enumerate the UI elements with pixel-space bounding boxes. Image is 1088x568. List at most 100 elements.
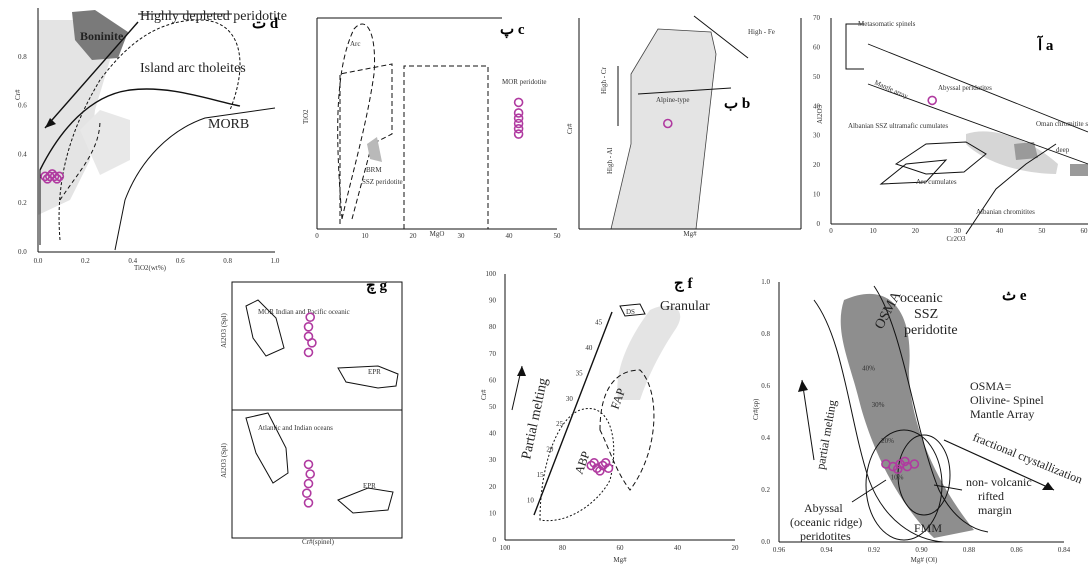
ssz-peridotite-outline [339, 63, 393, 224]
chart-e-xtick: 0.96 [773, 546, 786, 554]
annotation-albanian-chromitites: Albanian chromitites [976, 208, 1035, 216]
partial-melting-arrow-e [801, 379, 815, 461]
chart-d-point [42, 174, 53, 184]
chart-d-ylabel: Cr# [14, 89, 22, 100]
annotation-ssz: SSZ peridotite [362, 178, 403, 186]
chart-f-point [597, 460, 608, 471]
chart-c-xtick: 30 [458, 232, 466, 240]
chart-f-ytick: 20 [489, 483, 497, 491]
annotation-arc: Arc [350, 40, 361, 48]
chart-f-point [595, 466, 605, 476]
chart-a-xtick: 40 [996, 227, 1004, 235]
melting-trend [533, 311, 613, 516]
chart-e-melt-tick: 20% [881, 437, 894, 445]
chart-b-point [663, 118, 673, 129]
annotation-epr-lower: EPR [363, 482, 376, 490]
chart-d-ytick: 0.4 [18, 150, 27, 158]
annotation-island-arc: Island arc tholeites [140, 61, 246, 76]
annotation-osma-def: OSMA= [970, 379, 1012, 393]
mor-peridotite-outline [403, 65, 489, 229]
arc-field-outline [337, 23, 376, 220]
fractional-arrow [943, 439, 1055, 491]
chart-f-melt-tick: 45 [595, 319, 603, 327]
annotation-ssz: SSZ [914, 307, 938, 322]
panel-e: OSMA oceanic SSZ peridotite partial melt… [752, 278, 1085, 564]
chart-e-ytick: 0.6 [761, 382, 770, 390]
osma-outline-right [873, 285, 989, 533]
chart-g-lower-point [302, 488, 312, 498]
abyssal-ellipse [865, 429, 943, 541]
chart-d-xlabel: TiO2(wt%) [134, 264, 167, 272]
chart-d-ytick: 0.2 [18, 199, 27, 207]
chart-d-ytick: 0.8 [18, 53, 27, 61]
chart-g-upper-point [307, 338, 317, 348]
mantle-array-lower [867, 83, 1088, 165]
chart-f: Granular Partial melting FAP ABP DS 1015… [480, 270, 740, 564]
chart-b-ylabel: Cr# [566, 123, 574, 134]
annotation-high-fe: High - Fe [748, 28, 775, 36]
chart-d-ytick: 0.6 [18, 102, 27, 110]
annotation-ds: DS [626, 308, 635, 316]
chart-a-xtick: 60 [1081, 227, 1088, 235]
chart-e-xtick: 0.84 [1058, 546, 1071, 554]
boninite-field [72, 10, 128, 60]
annotation-oceanic: oceanic [900, 291, 943, 306]
chart-f-ytick: 90 [489, 297, 497, 305]
alpine-type-field [610, 28, 717, 230]
chart-g-lower-point [303, 459, 314, 470]
panel-d: Boninite Highly depleted peridotite Isla… [0, 0, 300, 272]
chart-b: High - Fe High - Cr Alpine-type High - A… [566, 15, 802, 238]
chart-f-xtick: 20 [732, 544, 740, 552]
chart-e-xtick: 0.90 [915, 546, 928, 554]
chart-f-melt-tick: 35 [576, 369, 584, 377]
annotation-high-al: High - Al [606, 148, 614, 175]
chart-a-ytick: 60 [813, 43, 821, 51]
annotation-abyssal: Abyssal peridotites [938, 84, 992, 92]
annotation-boninite: Boninite [80, 29, 124, 43]
chart-c-xtick: 20 [410, 232, 418, 240]
chart-f-melt-tick: 10 [527, 496, 535, 504]
chart-c-ylabel: TiO2 [302, 109, 310, 124]
chart-f-ytick: 30 [489, 456, 497, 464]
panel-label-d: ت d [252, 16, 279, 32]
oman-shallow-field [966, 131, 1058, 174]
annotation-olivine-spinel: Olivine- Spinel [970, 393, 1044, 407]
chart-e-xtick: 0.88 [963, 546, 976, 554]
ds-outline [619, 303, 646, 317]
annotation-oman-deep: deep [1056, 146, 1070, 154]
chart-c-point [513, 129, 524, 139]
chart-f-point [589, 458, 599, 468]
epr-upper-outline [337, 365, 399, 389]
annotation-brm: BRM [366, 166, 382, 174]
chart-f-ytick: 10 [489, 509, 497, 517]
arrow-head [45, 118, 56, 128]
granular-field [617, 305, 681, 400]
chart-a-xlabel: Cr2O3 [946, 235, 966, 243]
chart-a-ytick: 40 [813, 102, 821, 110]
annotation-oman-shallow: Oman chromitite shallow [1036, 120, 1088, 128]
arc-cumulates-outline [879, 159, 948, 185]
chart-f-xlabel: Mg# [613, 556, 627, 564]
chart-d: Boninite Highly depleted peridotite Isla… [14, 8, 287, 272]
chart-e-xtick: 0.92 [868, 546, 881, 554]
chart-f-melt-tick: 25 [556, 420, 564, 428]
chart-f-ytick: 40 [489, 430, 497, 438]
chart-f-ytick: 70 [489, 350, 497, 358]
arrow-line [44, 21, 139, 129]
chart-a-xtick: 20 [912, 227, 920, 235]
annotation-epr-upper: EPR [368, 368, 381, 376]
annotation-mor-indian: MOR Indian and Pacific oceanic [258, 308, 350, 316]
osma-field [840, 293, 974, 538]
annotation-peridotites-e: peridotites [800, 529, 851, 543]
albanian-chromitite-line [965, 143, 1057, 235]
chart-g-ylabel-upper: Al2O3 (Spl) [220, 313, 228, 348]
annotation-high-cr: High - Cr [600, 67, 608, 95]
annotation-morb: MORB [208, 117, 249, 132]
annotation-fap: FAP [608, 386, 628, 411]
morb-field-outline [114, 107, 276, 251]
chart-g: MOR Indian and Pacific oceanic EPR Atlan… [220, 281, 403, 546]
panel-a: Metasomatic spinels Abyssal peridotites … [813, 14, 1088, 246]
panel-label-e: ث e [1002, 288, 1027, 304]
chart-c-point [513, 123, 524, 134]
chart-d-xtick: 1.0 [271, 257, 280, 265]
